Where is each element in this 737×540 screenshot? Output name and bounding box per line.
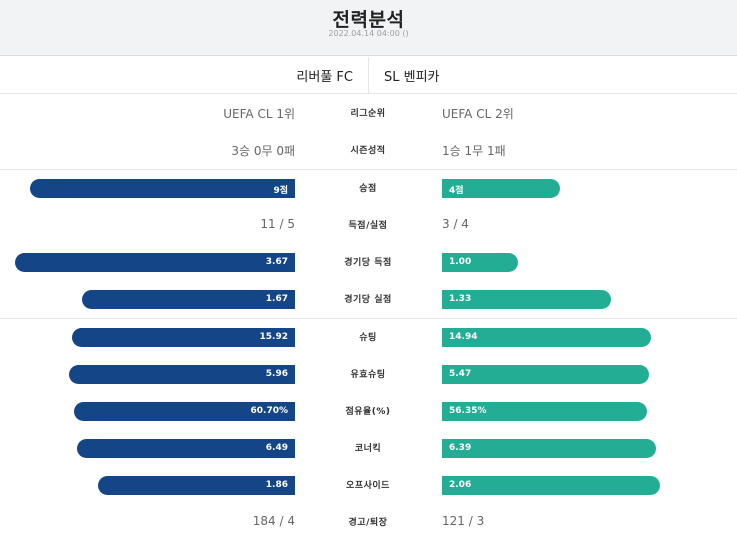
home-season-record: 3승 0무 0패: [231, 144, 295, 158]
home-goals: 11 / 5: [260, 217, 295, 231]
stat-row-cards: 184 / 4 경고/퇴장 121 / 3: [0, 504, 737, 540]
teams-divider: [368, 57, 369, 94]
away-goals: 3 / 4: [442, 217, 469, 231]
stat-label-corners: 코너킥: [354, 444, 382, 454]
stat-row-conceded-per-game: 1.67 경기당 실점 1.33: [0, 281, 737, 318]
home-bar-corners: 6.49: [77, 439, 295, 458]
home-sot-value: 5.96: [265, 369, 288, 379]
stat-label-season-record: 시즌성적: [350, 146, 386, 156]
home-shots-value: 15.92: [259, 332, 288, 342]
home-bar-goals-per-game: 3.67: [15, 253, 295, 272]
stat-label-points: 승점: [359, 184, 377, 194]
home-offside-value: 1.86: [265, 480, 288, 490]
stat-label-shots-on-target: 유효슈팅: [350, 370, 386, 380]
away-league-rank: UEFA CL 2위: [442, 107, 514, 121]
home-bar-shots: 15.92: [72, 328, 295, 347]
away-shots-value: 14.94: [449, 332, 478, 342]
teams-bar: 리버풀 FC SL 벤피카: [0, 57, 737, 94]
away-points-value: 4점: [449, 186, 464, 196]
away-bar-goals-per-game: 1.00: [442, 253, 518, 272]
away-gpg-value: 1.00: [449, 257, 472, 267]
stat-row-league-rank: UEFA CL 1위 리그순위 UEFA CL 2위: [0, 95, 737, 132]
stat-row-offside: 1.86 오프사이드 2.06: [0, 467, 737, 504]
stat-row-points: 9점 승점 4점: [0, 170, 737, 207]
stat-row-possession: 60.70% 점유율(%) 56.35%: [0, 393, 737, 430]
stat-label-goals: 득점/실점: [348, 221, 388, 231]
home-corners-value: 6.49: [265, 443, 288, 453]
away-bar-corners: 6.39: [442, 439, 656, 458]
stat-label-possession: 점유율(%): [345, 407, 391, 417]
away-cards: 121 / 3: [442, 514, 485, 528]
stat-label-offside: 오프사이드: [346, 481, 390, 491]
away-sot-value: 5.47: [449, 369, 472, 379]
away-bar-shots: 14.94: [442, 328, 651, 347]
away-season-record: 1승 1무 1패: [442, 144, 506, 158]
home-bar-conceded-per-game: 1.67: [82, 290, 295, 309]
stat-label-league-rank: 리그순위: [350, 109, 386, 119]
home-league-rank: UEFA CL 1위: [223, 107, 295, 121]
section-divider: [0, 318, 737, 319]
stat-label-goals-per-game: 경기당 득점: [344, 258, 392, 268]
stat-row-goals-per-game: 3.67 경기당 득점 1.00: [0, 244, 737, 281]
home-points-value: 9점: [273, 186, 288, 196]
away-bar-offside: 2.06: [442, 476, 660, 495]
away-team-name[interactable]: SL 벤피카: [384, 70, 440, 85]
stat-row-season-record: 3승 0무 0패 시즌성적 1승 1무 1패: [0, 132, 737, 169]
stat-row-shots-on-target: 5.96 유효슈팅 5.47: [0, 356, 737, 393]
home-gapg-value: 1.67: [265, 294, 288, 304]
away-bar-possession: 56.35%: [442, 402, 647, 421]
stat-row-corners: 6.49 코너킥 6.39: [0, 430, 737, 467]
home-bar-possession: 60.70%: [74, 402, 295, 421]
stat-label-cards: 경고/퇴장: [348, 518, 388, 528]
home-bar-shots-on-target: 5.96: [69, 365, 295, 384]
page-title: 전력분석: [332, 9, 405, 31]
section-divider: [0, 169, 737, 170]
home-bar-offside: 1.86: [98, 476, 295, 495]
away-possession-value: 56.35%: [449, 406, 487, 416]
away-corners-value: 6.39: [449, 443, 472, 453]
away-gapg-value: 1.33: [449, 294, 472, 304]
stat-label-shots: 슈팅: [359, 333, 377, 343]
home-cards: 184 / 4: [252, 514, 295, 528]
home-possession-value: 60.70%: [250, 406, 289, 416]
home-gpg-value: 3.67: [265, 257, 288, 267]
away-bar-points: 4점: [442, 179, 560, 198]
match-datetime: 2022.04.14 04:00 (): [328, 29, 409, 38]
stat-row-shots: 15.92 슈팅 14.94: [0, 319, 737, 356]
header: 전력분석 2022.04.14 04:00 (): [0, 0, 737, 56]
away-offside-value: 2.06: [449, 480, 472, 490]
away-bar-shots-on-target: 5.47: [442, 365, 649, 384]
stat-row-goals: 11 / 5 득점/실점 3 / 4: [0, 207, 737, 244]
away-bar-conceded-per-game: 1.33: [442, 290, 611, 309]
home-team-name[interactable]: 리버풀 FC: [296, 70, 353, 85]
stat-label-conceded-per-game: 경기당 실점: [344, 295, 392, 305]
home-bar-points: 9점: [30, 179, 295, 198]
